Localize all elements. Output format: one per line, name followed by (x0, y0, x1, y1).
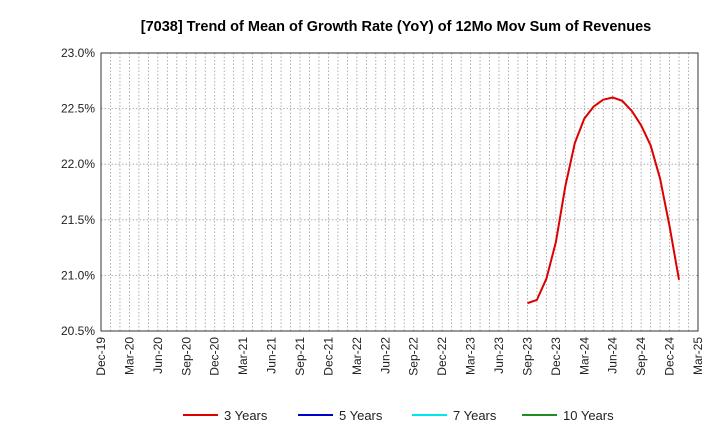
x-tick-label: Dec-23 (549, 337, 563, 376)
x-tick-label: Sep-20 (179, 337, 193, 376)
x-tick-label: Sep-21 (293, 337, 307, 376)
y-gridlines (101, 108, 698, 276)
x-tick-label: Jun-22 (378, 337, 392, 374)
x-axis-ticks: Dec-19 Mar-20 Jun-20 Sep-20 Dec-20 Mar-21 Jun-… (94, 337, 705, 376)
y-axis-ticks: 20.5% 21.0% 21.5% 22.0% 22.5% 23.0% (61, 46, 95, 338)
x-tick-label: Dec-20 (208, 337, 222, 376)
x-tick-label: Sep-22 (407, 337, 421, 376)
y-tick-label: 21.5% (61, 213, 95, 227)
x-tick-label: Dec-22 (435, 337, 449, 376)
x-tick-label: Sep-23 (520, 337, 534, 376)
legend: 3 Years 5 Years 7 Years 10 Years (183, 408, 614, 423)
x-tick-label: Jun-21 (265, 337, 279, 374)
x-tick-label: Jun-23 (492, 337, 506, 374)
x-tick-label: Mar-24 (577, 337, 591, 375)
x-tick-label: Jun-20 (151, 337, 165, 374)
x-tick-label: Mar-23 (464, 337, 478, 375)
x-tick-label: Mar-25 (691, 337, 705, 375)
y-tick-label: 22.5% (61, 102, 95, 116)
y-tick-label: 21.0% (61, 268, 95, 282)
y-tick-label: 20.5% (61, 324, 95, 338)
x-tick-label: Mar-22 (350, 337, 364, 375)
legend-label: 7 Years (453, 408, 497, 423)
legend-label: 10 Years (563, 408, 614, 423)
legend-label: 3 Years (224, 408, 268, 423)
x-gridlines (110, 53, 689, 331)
series-layer (527, 96, 680, 305)
x-tick-label: Mar-20 (122, 337, 136, 375)
y-tick-label: 23.0% (61, 46, 95, 60)
legend-label: 5 Years (339, 408, 383, 423)
x-tick-label: Dec-24 (663, 337, 677, 376)
plot-frame (100, 52, 699, 332)
y-tick-label: 22.0% (61, 157, 95, 171)
chart-title: [7038] Trend of Mean of Growth Rate (YoY… (141, 19, 652, 35)
x-tick-label: Sep-24 (634, 337, 648, 376)
x-tick-label: Mar-21 (236, 337, 250, 375)
x-tick-label: Dec-19 (94, 337, 108, 376)
x-tick-label: Jun-24 (606, 337, 620, 374)
plot-area (101, 53, 698, 331)
x-tick-label: Dec-21 (321, 337, 335, 376)
series-line-3-years (527, 96, 680, 305)
